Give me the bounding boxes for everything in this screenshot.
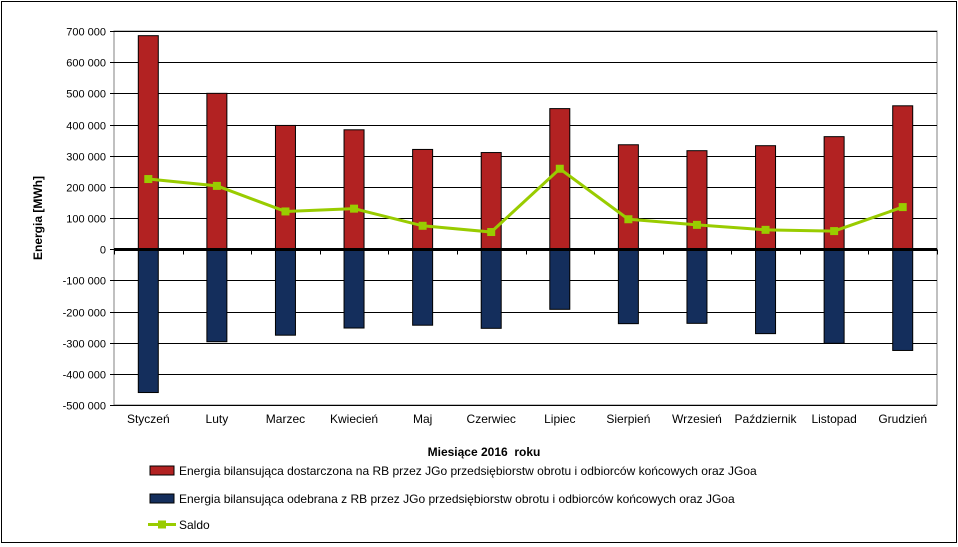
y-tick-label: 400 000 — [66, 121, 106, 133]
y-tick-label: 500 000 — [66, 89, 106, 101]
bar-received — [137, 248, 159, 394]
saldo-point — [761, 225, 770, 234]
x-tick-label: Kwiecień — [330, 412, 378, 426]
y-tick-label: -500 000 — [63, 401, 106, 413]
bar-received — [343, 248, 365, 329]
x-tick-label: Luty — [206, 412, 229, 426]
legend: Energia bilansująca dostarczona na RB pr… — [148, 464, 757, 532]
y-tick-label: -300 000 — [63, 339, 106, 351]
bar-delivered — [549, 108, 571, 250]
bar-delivered — [686, 150, 708, 250]
bar-received — [617, 248, 639, 325]
legend-label: Saldo — [179, 518, 210, 532]
bar-delivered — [892, 105, 914, 250]
y-tick-label: -400 000 — [63, 370, 106, 382]
saldo-point — [487, 228, 496, 237]
y-tick-label: 100 000 — [66, 214, 106, 226]
bar-received — [274, 248, 296, 336]
x-tick-label: Październik — [735, 412, 798, 426]
x-axis-ticks: Styczeń Luty Marzec Kwiecień Maj Czerwiec Lipi… — [127, 412, 927, 426]
y-tick-label: 0 — [100, 245, 106, 257]
saldo-point — [898, 203, 907, 212]
y-axis-label: Energia [MWh] — [31, 176, 45, 260]
y-tick-label: -100 000 — [63, 276, 106, 288]
y-tick-label: 200 000 — [66, 183, 106, 195]
bar-received — [480, 248, 502, 329]
y-tick-label: -200 000 — [63, 308, 106, 320]
saldo-point — [418, 221, 427, 230]
bar-delivered — [274, 124, 296, 250]
x-axis-label: Miesiące 2016 roku — [428, 445, 541, 459]
legend-swatch-marker — [158, 520, 166, 529]
bar-delivered — [617, 144, 639, 250]
y-axis-ticks: -500 000 -400 000 -300 000 -200 000 -100 000… — [63, 27, 114, 413]
legend-swatch — [149, 465, 175, 476]
saldo-point — [212, 181, 221, 190]
y-tick-label: 300 000 — [66, 152, 106, 164]
saldo-point — [555, 164, 564, 173]
saldo-point — [692, 220, 701, 229]
bar-received — [686, 248, 708, 324]
saldo-point — [624, 215, 633, 224]
bar-received — [549, 248, 571, 310]
bar-received — [892, 248, 914, 351]
x-tick-label: Marzec — [266, 412, 305, 426]
bar-received — [823, 248, 845, 344]
saldo-point — [830, 227, 839, 236]
x-tick-label: Sierpień — [606, 412, 650, 426]
x-tick-label: Lipiec — [544, 412, 575, 426]
legend-swatch — [149, 493, 175, 504]
x-tick-label: Czerwiec — [467, 412, 516, 426]
x-tick-label: Grudzień — [878, 412, 927, 426]
bar-received — [755, 248, 777, 335]
zero-axis — [114, 248, 938, 255]
x-tick-label: Styczeń — [127, 412, 170, 426]
x-tick-label: Wrzesień — [672, 412, 722, 426]
bar-received — [412, 248, 434, 326]
bars — [137, 35, 914, 394]
grid — [113, 30, 938, 406]
saldo-point — [281, 207, 290, 216]
x-tick-label: Listopad — [811, 412, 856, 426]
bar-delivered — [412, 148, 434, 250]
legend-label: Energia bilansująca odebrana z RB przez … — [179, 492, 735, 506]
saldo-point — [350, 204, 359, 213]
y-tick-label: 700 000 — [66, 27, 106, 39]
bar-delivered — [206, 92, 228, 250]
y-tick-label: 600 000 — [66, 58, 106, 70]
saldo-line-path — [148, 166, 904, 234]
legend-label: Energia bilansująca dostarczona na RB pr… — [179, 464, 757, 478]
bar-delivered — [343, 129, 365, 250]
saldo-line — [144, 164, 907, 237]
bar-received — [206, 248, 228, 343]
saldo-point — [144, 175, 153, 184]
bar-delivered — [137, 35, 159, 250]
x-tick-label: Maj — [413, 412, 432, 426]
